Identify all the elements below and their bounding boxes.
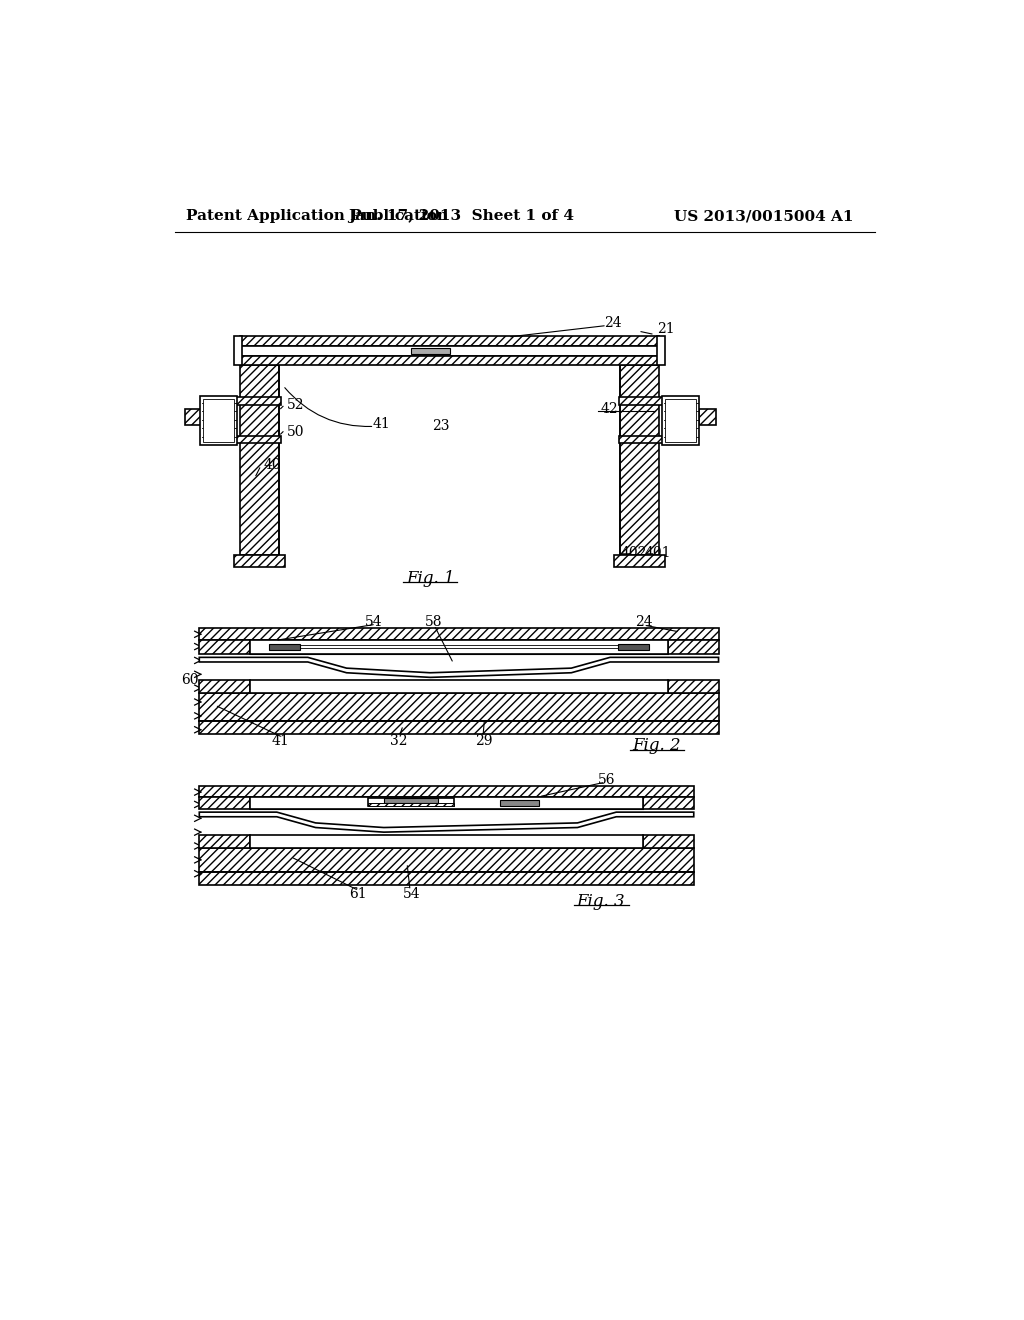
Text: Fig. 1: Fig. 1 xyxy=(406,569,455,586)
Bar xyxy=(200,847,693,873)
Bar xyxy=(665,399,696,442)
Text: Patent Application Publication: Patent Application Publication xyxy=(186,209,449,223)
Text: 52: 52 xyxy=(287,397,304,412)
Text: 24: 24 xyxy=(604,317,622,330)
Bar xyxy=(241,335,658,346)
Bar xyxy=(219,397,281,405)
Bar xyxy=(617,644,649,649)
Bar xyxy=(669,681,719,693)
Bar xyxy=(384,799,438,803)
Text: 29: 29 xyxy=(475,734,493,747)
Bar xyxy=(200,396,238,445)
Bar xyxy=(669,640,719,655)
Text: 60: 60 xyxy=(180,673,199,688)
Bar xyxy=(643,797,693,809)
Text: 61: 61 xyxy=(349,887,367,900)
Bar xyxy=(643,836,693,847)
Bar xyxy=(241,346,658,355)
Bar xyxy=(411,348,450,354)
Bar xyxy=(200,640,250,655)
Text: 42: 42 xyxy=(601,401,618,416)
Bar xyxy=(200,785,693,797)
Text: 41: 41 xyxy=(271,734,289,747)
Polygon shape xyxy=(200,657,719,677)
Text: 40: 40 xyxy=(263,458,282,471)
Text: 54: 54 xyxy=(365,615,382,628)
Bar xyxy=(219,436,281,444)
Bar xyxy=(200,873,693,884)
Text: 41: 41 xyxy=(372,417,390,432)
Bar xyxy=(203,399,234,442)
Bar xyxy=(657,335,665,364)
Bar xyxy=(699,409,716,425)
Bar xyxy=(241,364,280,554)
Bar xyxy=(234,335,242,364)
Text: 50: 50 xyxy=(287,425,304,438)
Text: 24: 24 xyxy=(635,615,652,628)
Text: US 2013/0015004 A1: US 2013/0015004 A1 xyxy=(674,209,853,223)
Bar xyxy=(200,836,250,847)
Bar xyxy=(618,397,681,405)
Bar xyxy=(621,364,658,554)
Text: 402: 402 xyxy=(621,545,646,560)
Bar xyxy=(618,436,681,444)
Text: 401: 401 xyxy=(644,545,671,560)
Bar xyxy=(241,355,658,364)
Bar xyxy=(250,836,643,847)
Bar xyxy=(200,681,250,693)
Bar xyxy=(200,628,719,640)
Polygon shape xyxy=(200,812,693,832)
Bar xyxy=(200,797,250,809)
Text: 56: 56 xyxy=(598,772,615,787)
Bar xyxy=(369,799,454,807)
Bar xyxy=(269,645,649,648)
Text: Fig. 2: Fig. 2 xyxy=(632,738,680,755)
Text: Fig. 3: Fig. 3 xyxy=(575,892,625,909)
Text: 32: 32 xyxy=(390,734,408,747)
Bar xyxy=(200,693,719,721)
Bar xyxy=(662,396,699,445)
Bar xyxy=(200,721,719,734)
Bar xyxy=(250,797,643,809)
Bar xyxy=(614,554,665,568)
Text: 21: 21 xyxy=(657,322,675,337)
Bar xyxy=(184,409,202,425)
Bar xyxy=(250,681,669,693)
Text: 54: 54 xyxy=(403,887,421,900)
Text: 23: 23 xyxy=(432,420,450,433)
Bar xyxy=(500,800,539,807)
Bar xyxy=(250,640,669,655)
Text: 58: 58 xyxy=(425,615,442,628)
Bar xyxy=(269,644,300,649)
Bar xyxy=(369,803,454,807)
Text: Jan. 17, 2013  Sheet 1 of 4: Jan. 17, 2013 Sheet 1 of 4 xyxy=(348,209,574,223)
Bar xyxy=(234,554,286,568)
